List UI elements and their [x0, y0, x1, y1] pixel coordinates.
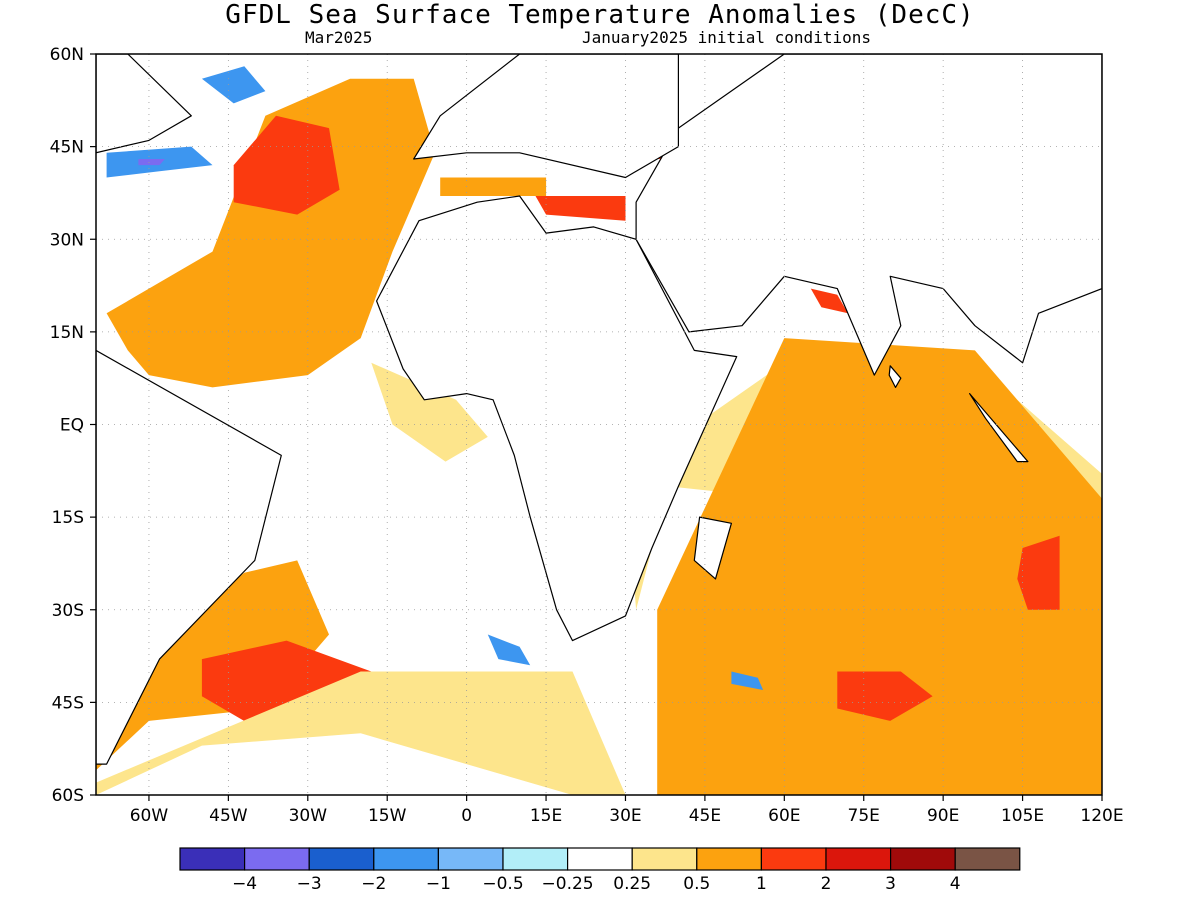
anomaly-region	[96, 671, 626, 795]
colorbar-swatch	[954, 847, 1021, 871]
colorbar-swatch	[179, 847, 246, 871]
colorbar-swatch	[566, 847, 633, 871]
land-arabia-asia	[635, 54, 1102, 376]
colorbar-label: 1	[756, 874, 767, 894]
colorbar-label: 0.25	[613, 874, 651, 894]
anomaly-region	[837, 671, 933, 721]
land-sri-lanka	[888, 365, 902, 388]
colorbar-label: 3	[885, 874, 896, 894]
lon-tick-label: 45E	[689, 806, 721, 826]
colorbar-label: 0.5	[683, 874, 710, 894]
lon-tick-label: 90E	[927, 806, 959, 826]
lon-tick-label: 105E	[1001, 806, 1044, 826]
colorbar-swatch	[889, 847, 956, 871]
colorbar-swatch	[502, 847, 569, 871]
lon-tick-label: 120E	[1080, 806, 1123, 826]
lat-tick-label: 45S	[52, 693, 84, 713]
colorbar-swatch	[760, 847, 827, 871]
colorbar-label: −1	[426, 874, 451, 894]
colorbar-label: −3	[297, 874, 322, 894]
lon-tick-label: 45W	[209, 806, 248, 826]
lat-tick-label: 15N	[50, 323, 84, 343]
anomaly-region	[487, 634, 531, 666]
lon-tick-label: 0	[461, 806, 472, 826]
anomaly-region	[138, 159, 165, 166]
land-south-america	[96, 349, 282, 765]
land-madagascar	[693, 516, 733, 580]
colorbar-label: −2	[361, 874, 386, 894]
lat-tick-label: 30N	[50, 230, 84, 250]
colorbar-swatch	[244, 847, 310, 871]
colorbar-swatch	[373, 847, 439, 871]
land-north-america	[96, 54, 192, 154]
lon-tick-label: 15E	[530, 806, 562, 826]
lat-tick-label: 30S	[52, 601, 84, 621]
forecast-month: Mar2025	[305, 28, 373, 47]
colorbar-swatch	[437, 847, 504, 871]
lon-tick-label: 30E	[609, 806, 641, 826]
page-title: GFDL Sea Surface Temperature Anomalies (…	[225, 0, 975, 30]
lat-tick-label: EQ	[60, 416, 84, 436]
anomaly-region	[106, 78, 435, 388]
lat-tick-label: 15S	[52, 508, 84, 528]
lon-tick-label: 60W	[130, 806, 169, 826]
lat-tick-label: 45N	[50, 138, 84, 158]
lon-tick-label: 60E	[768, 806, 800, 826]
land-africa	[376, 195, 738, 642]
anomaly-region	[440, 177, 547, 196]
anomaly-region	[657, 338, 1102, 795]
anomaly-region	[371, 362, 488, 462]
colorbar-label: 4	[950, 874, 961, 894]
colorbar-swatch	[825, 847, 892, 871]
anomaly-region	[201, 66, 266, 104]
lon-tick-label: 30W	[289, 806, 328, 826]
colorbar-label: −4	[232, 874, 257, 894]
initial-conditions: January2025 initial conditions	[582, 28, 871, 47]
colorbar-label: 2	[821, 874, 832, 894]
colorbar-swatch	[308, 847, 375, 871]
anomaly-region	[731, 671, 764, 690]
lat-tick-label: 60N	[50, 45, 84, 65]
anomaly-region	[535, 196, 626, 221]
lon-tick-label: 75E	[848, 806, 880, 826]
colorbar-swatch	[696, 847, 762, 871]
colorbar-label: −0.5	[482, 874, 523, 894]
anomaly-region	[1017, 535, 1060, 610]
lat-tick-label: 60S	[52, 786, 84, 806]
lon-tick-label: 15W	[368, 806, 407, 826]
anomaly-region	[233, 115, 340, 215]
colorbar-label: −0.25	[542, 874, 594, 894]
colorbar-swatch	[631, 847, 698, 871]
anomaly-region	[810, 288, 848, 314]
land-sumatra	[968, 393, 1029, 463]
